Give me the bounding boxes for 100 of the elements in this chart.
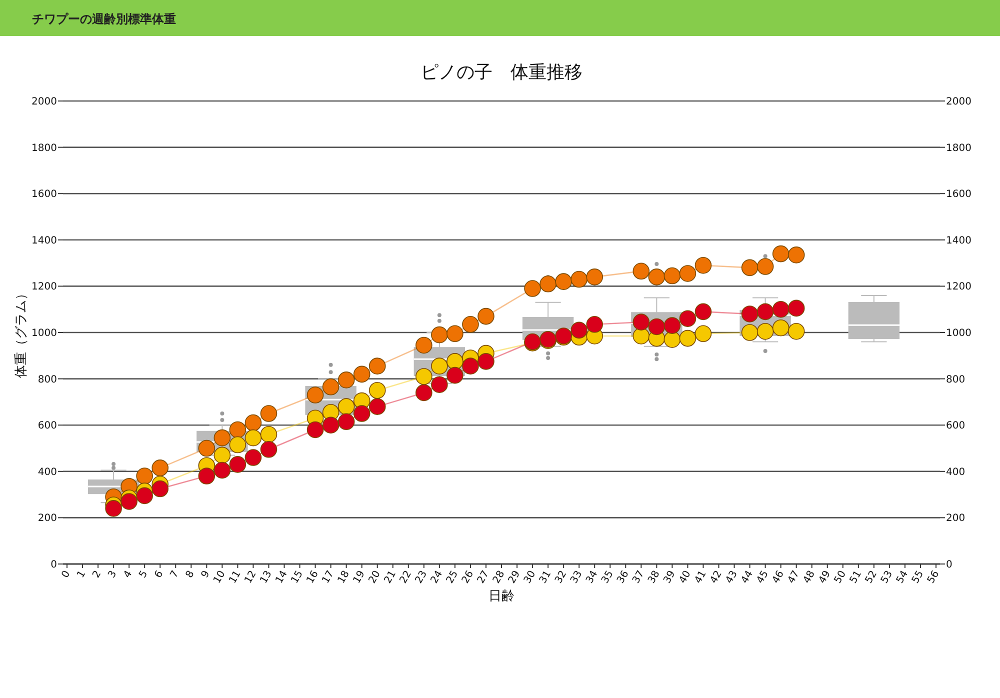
- point: [555, 273, 572, 290]
- x-tick-label: 39: [662, 569, 678, 586]
- x-tick-label: 31: [538, 569, 554, 586]
- point: [416, 384, 432, 402]
- point: [694, 325, 712, 342]
- point: [446, 325, 464, 342]
- x-tick-label: 1: [75, 569, 88, 580]
- x-tick-label: 21: [382, 569, 398, 586]
- point: [152, 460, 169, 476]
- point: [524, 280, 541, 297]
- point: [788, 246, 805, 264]
- x-tick-label: 42: [708, 569, 724, 586]
- x-tick-label: 46: [770, 569, 786, 586]
- y-tick-label: 0: [50, 560, 57, 570]
- x-tick-label: 36: [615, 569, 632, 586]
- x-tick-label: 24: [429, 569, 446, 586]
- x-tick-label: 9: [200, 569, 212, 580]
- point: [229, 436, 246, 454]
- y2-tick-label: 1600: [946, 189, 972, 200]
- x-tick-label: 37: [630, 569, 647, 586]
- y2-tick-label: 0: [946, 560, 952, 570]
- point: [306, 421, 324, 438]
- x-tick-label: 43: [724, 569, 740, 586]
- point: [478, 308, 494, 325]
- point: [478, 353, 494, 370]
- point: [679, 310, 696, 328]
- point: [322, 416, 340, 434]
- point: [570, 322, 588, 339]
- x-tick-label: 55: [910, 569, 926, 586]
- y2-tick-label: 200: [946, 513, 966, 524]
- x-tick-label: 26: [460, 569, 476, 586]
- point: [586, 268, 604, 286]
- point: [260, 441, 278, 458]
- y2-tick-label: 400: [946, 466, 966, 478]
- x-tick-label: 32: [553, 569, 570, 586]
- point: [462, 316, 479, 333]
- x-tick-label: 38: [646, 569, 662, 586]
- y2-tick-label: 800: [946, 374, 966, 386]
- point: [772, 319, 790, 336]
- x-tick-label: 54: [894, 569, 911, 586]
- y2-tick-label: 1000: [946, 328, 972, 339]
- point: [679, 330, 696, 347]
- x-tick-label: 45: [755, 569, 771, 586]
- point: [664, 317, 681, 334]
- point: [105, 500, 122, 517]
- x-tick-label: 6: [152, 569, 166, 580]
- x-tick-label: 7: [168, 569, 182, 580]
- point: [338, 413, 355, 430]
- x-tick-label: 11: [227, 569, 244, 586]
- x-tick-label: 3: [106, 569, 120, 580]
- x-tick-label: 25: [444, 569, 461, 586]
- y-tick-label: 1400: [32, 235, 57, 246]
- y-tick-label: 600: [38, 420, 57, 432]
- point: [368, 358, 386, 374]
- x-tick-label: 41: [692, 569, 709, 586]
- x-axis-title: 日齢: [488, 589, 514, 604]
- x-tick-label: 23: [414, 569, 430, 586]
- point: [120, 493, 138, 510]
- x-tick-label: 13: [258, 569, 274, 586]
- point: [756, 303, 774, 320]
- x-tick-label: 28: [491, 569, 508, 586]
- x-tick-label: 19: [352, 569, 368, 586]
- x-tick-label: 8: [184, 569, 197, 580]
- point: [632, 314, 650, 330]
- x-tick-label: 51: [848, 569, 864, 586]
- x-tick-label: 2: [90, 569, 104, 580]
- point: [679, 265, 696, 282]
- point: [431, 376, 448, 393]
- y2-tick-label: 600: [946, 420, 966, 432]
- point: [570, 270, 588, 288]
- y2-tick-label: 1400: [946, 235, 972, 246]
- point: [664, 331, 681, 348]
- point: [741, 259, 758, 276]
- x-tick-label: 48: [802, 569, 818, 586]
- x-tick-label: 50: [832, 569, 848, 586]
- point: [260, 405, 278, 422]
- y-tick-label: 800: [38, 374, 57, 386]
- x-tick-label: 18: [336, 569, 352, 586]
- point: [260, 426, 278, 443]
- x-tick-label: 5: [137, 569, 150, 580]
- y2-tick-label: 1200: [946, 282, 972, 293]
- y2-tick-label: 1800: [946, 142, 972, 154]
- point: [244, 429, 262, 446]
- point: [229, 456, 246, 473]
- x-tick-label: 35: [600, 569, 616, 586]
- point: [446, 366, 464, 384]
- x-tick-label: 22: [398, 569, 414, 586]
- point: [136, 487, 153, 504]
- y-tick-label: 1800: [32, 142, 57, 154]
- point: [694, 303, 712, 320]
- x-tick-label: 17: [320, 569, 336, 586]
- point: [416, 368, 432, 385]
- y-tick-label: 1000: [32, 328, 57, 339]
- point: [772, 300, 790, 318]
- point: [540, 275, 556, 292]
- chart-title: ピノの子 体重推移: [420, 62, 582, 83]
- x-tick-label: 14: [274, 569, 290, 586]
- x-tick-label: 27: [476, 569, 492, 586]
- point: [741, 324, 758, 341]
- point: [741, 306, 758, 322]
